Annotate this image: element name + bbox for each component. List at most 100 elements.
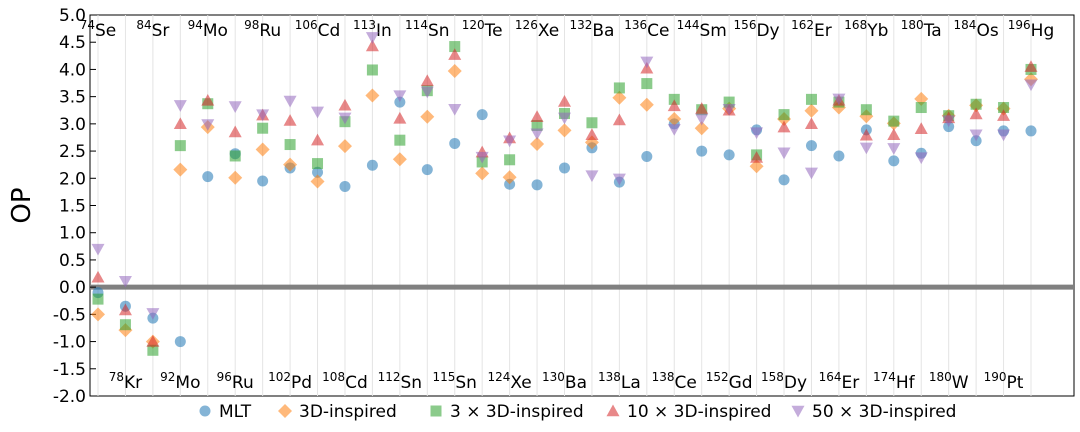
y-tick-label: 3.0 [59,115,86,135]
nucleus-label: 106Cd [295,18,341,41]
nucleus-label: 130Ba [542,370,587,393]
data-point [365,39,379,52]
data-point [421,164,433,176]
data-point [393,90,407,103]
data-point [859,142,873,155]
data-point [969,129,983,142]
legend-label: 10 × 3D-inspired [627,402,771,422]
data-point [257,122,269,134]
data-point [695,113,709,126]
nucleus-label: 174Hf [873,370,916,393]
data-point [804,117,818,130]
nucleus-labels: 74Se 78Kr 84Sr 92Mo 94Mo 96Ru 98Ru 102Pd 106Cd 10… [80,18,1055,393]
data-point [394,134,406,146]
vertical-grid [97,15,1032,396]
data-point [888,115,900,127]
y-tick-label: -0.5 [53,305,86,325]
data-point [586,117,598,129]
data-point [640,56,654,69]
data-point [859,128,873,141]
nucleus-label: 126Xe [515,18,559,41]
nucleus-label: 190Pt [984,370,1024,393]
data-point [283,95,297,108]
data-point [558,112,571,125]
nucleus-label: 112Sn [378,370,422,393]
data-points [91,32,1038,356]
legend-marker [199,405,211,417]
data-point [1024,60,1038,72]
data-point [694,121,709,136]
data-point [1025,125,1037,137]
nucleus-label: 144Sm [677,18,727,41]
data-point [612,113,626,126]
nucleus-label: 96Ru [217,370,254,393]
data-point [887,143,901,155]
data-point [915,102,927,114]
data-point [393,111,407,124]
data-point [997,109,1011,121]
data-point [338,98,352,111]
data-point [228,170,243,185]
data-point [804,103,819,118]
nucleus-label: 124Xe [487,370,531,393]
data-point [202,171,214,183]
legend-marker [791,405,805,418]
data-point [613,82,625,94]
legend-marker [606,404,620,417]
nucleus-label: 196Hg [1008,18,1054,41]
data-point [723,149,735,161]
y-tick-label: 4.5 [59,33,86,53]
data-point [394,96,406,108]
nucleus-label: 108Cd [322,370,368,393]
data-point [777,147,791,160]
data-point [201,119,215,131]
data-point [365,88,380,103]
data-point [420,86,434,99]
data-point [174,336,186,348]
data-point [366,64,378,76]
y-axis: -2.0 -1.5 -1.0 -0.5 0.0 0.5 1.0 1.5 2.0 2.5 3.0 3.5… [53,6,96,407]
plot-frame [89,14,1075,397]
y-tick-label: 3.5 [59,88,86,108]
nucleus-label: 138Ce [652,370,697,393]
data-point [228,125,242,138]
y-axis-label: OP [7,187,37,223]
nucleus-label: 113In [353,18,392,41]
data-point [1024,79,1038,92]
nucleus-label: 74Se [80,18,117,41]
nucleus-label: 184Os [954,18,999,41]
y-tick-label: 5.0 [59,6,86,26]
legend-marker [430,405,442,417]
y-tick-label: -1.5 [53,360,86,380]
legend: MLT 3D-inspired 3 × 3D-inspired 10 × 3D-ins… [199,402,956,422]
nucleus-label: 78Kr [109,370,142,393]
data-point [91,270,105,283]
data-point [557,123,572,138]
data-point [256,109,270,122]
nucleus-label: 168Yb [844,18,888,41]
data-point [310,174,325,189]
data-point [530,136,545,151]
nucleus-label: 84Sr [136,18,169,41]
data-point [750,151,764,163]
data-point [970,98,982,110]
data-point [531,179,543,191]
y-tick-label: 4.0 [59,60,86,80]
data-point [118,275,132,288]
data-point [420,109,435,124]
data-point [749,159,764,174]
nucleus-label: 94Mo [188,18,228,41]
data-point [750,127,764,140]
data-point [475,151,489,164]
data-point [585,128,599,140]
data-point [887,128,901,140]
data-point [612,173,626,186]
data-point [228,101,242,113]
data-point [914,152,928,165]
data-point [942,115,956,128]
data-point [311,106,325,119]
data-point [229,150,241,162]
data-point [833,150,845,162]
data-point [257,175,269,187]
nucleus-label: 180W [929,370,969,393]
